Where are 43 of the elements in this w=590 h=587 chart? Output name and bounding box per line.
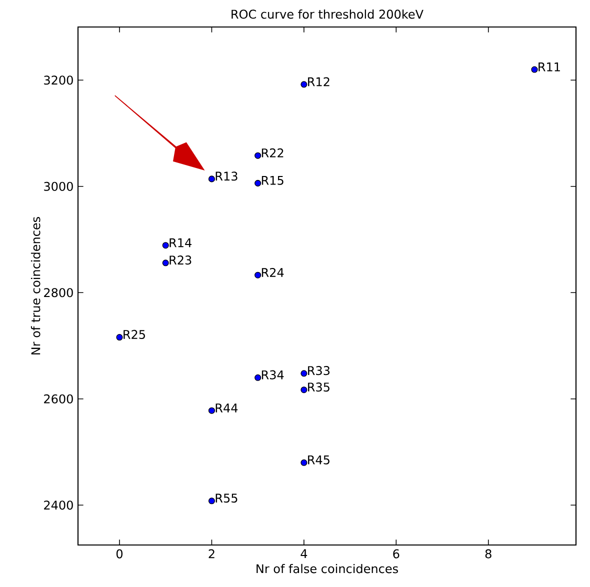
- annotation: R45: [308, 455, 330, 464]
- point: [208, 407, 215, 414]
- x-axis-title: Nr of false coincidences: [256, 564, 398, 574]
- point: [254, 152, 262, 159]
- point: [254, 374, 262, 381]
- point: [162, 242, 169, 249]
- y-axis-title: Nr of true coincidences: [30, 216, 40, 354]
- x-tick-label: 4: [300, 549, 308, 558]
- x-tick-label: 0: [116, 549, 123, 558]
- point: [116, 334, 123, 341]
- annotation: R55: [216, 494, 238, 503]
- annotation: R23: [170, 256, 192, 265]
- annotation: R15: [262, 176, 284, 185]
- annotation: R11: [538, 62, 560, 72]
- annotation: R12: [308, 77, 330, 86]
- annotation: R44: [216, 404, 238, 412]
- y-tick-label: 3000: [44, 182, 73, 191]
- annotation: R25: [124, 330, 145, 340]
- point: [254, 272, 262, 278]
- point: [300, 81, 308, 88]
- annotation: R33: [308, 366, 330, 376]
- y-tick-label: 2800: [44, 288, 73, 298]
- chart-title: ROC curve for threshold 200keV: [232, 9, 424, 19]
- y-tick-label: 2600: [44, 394, 73, 404]
- point: [162, 260, 169, 266]
- x-tick-label: 6: [393, 549, 400, 558]
- annotation: R14: [170, 238, 192, 248]
- point: [300, 386, 308, 394]
- point: [300, 370, 308, 377]
- x-tick-label: 8: [485, 549, 492, 558]
- annotation: R13: [216, 172, 238, 181]
- point: [531, 66, 538, 73]
- point: [208, 176, 215, 182]
- point: [300, 459, 308, 466]
- point: [254, 180, 262, 186]
- annotation: R34: [262, 370, 284, 380]
- y-tick-label: 3200: [44, 76, 73, 85]
- point: [208, 498, 215, 504]
- annotation: R35: [308, 382, 330, 392]
- x-tick-label: 2: [208, 549, 214, 558]
- y-tick-label: 2400: [44, 500, 73, 510]
- annotation: R24: [262, 268, 284, 277]
- annotation: R22: [262, 148, 284, 158]
